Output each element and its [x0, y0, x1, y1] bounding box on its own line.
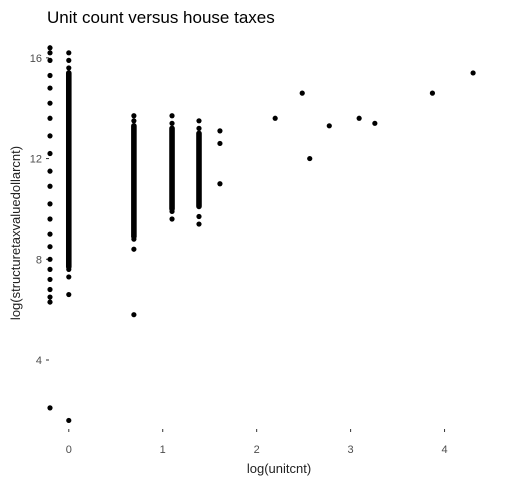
scatter-point	[169, 113, 175, 119]
scatter-point	[47, 294, 53, 300]
scatter-point	[217, 181, 223, 187]
scatter-point	[217, 140, 223, 147]
scatter-point	[47, 256, 53, 262]
y-tick-label: 8	[36, 254, 42, 266]
scatter-point	[196, 118, 202, 124]
scatter-point	[196, 213, 202, 220]
scatter-point	[47, 45, 53, 51]
y-axis: 4 8 12 16	[30, 53, 49, 367]
scatter-point	[47, 115, 53, 121]
scatter-point	[47, 133, 53, 139]
scatter-point	[66, 266, 72, 272]
scatter-point	[66, 57, 72, 63]
x-axis-label: log(unitcnt)	[247, 461, 311, 476]
scatter-point	[47, 405, 53, 411]
scatter-point	[47, 201, 53, 207]
scatter-point	[131, 246, 137, 252]
dense-point-columns	[65, 70, 202, 270]
scatter-point	[47, 85, 53, 91]
scatter-point	[131, 113, 137, 119]
x-tick-label: 3	[348, 444, 354, 456]
scatter-point	[66, 291, 72, 298]
scatter-point	[47, 266, 53, 272]
scatter-point	[196, 125, 202, 131]
scatter-point	[131, 312, 137, 318]
x-tick-label: 4	[441, 444, 447, 456]
scatter-point	[47, 100, 53, 106]
x-tick-label: 1	[160, 444, 166, 456]
scatter-point	[131, 236, 137, 242]
scatter-point	[47, 168, 53, 174]
scatter-point	[66, 65, 72, 71]
scatter-point	[47, 57, 53, 63]
scatter-point	[169, 120, 175, 126]
scatter-point	[429, 90, 436, 96]
scatter-point	[66, 417, 72, 424]
scatter-point	[47, 276, 53, 283]
scatter-point	[196, 221, 202, 227]
scatter-point	[372, 120, 378, 126]
scatter-point	[47, 150, 53, 157]
y-tick-label: 16	[30, 53, 42, 65]
scatter-point	[356, 115, 362, 121]
scatter-point	[131, 118, 137, 124]
x-tick-label: 0	[66, 444, 72, 456]
scatter-point	[326, 123, 332, 129]
scatter-point	[47, 72, 53, 79]
y-tick-label: 4	[36, 355, 42, 367]
scatter-point	[307, 155, 313, 162]
scatter-point	[47, 216, 53, 222]
scatter-point	[47, 50, 53, 56]
scatter-point	[217, 128, 223, 134]
scatter-points	[47, 45, 476, 424]
y-tick-label: 12	[30, 154, 42, 166]
scatter-point	[66, 274, 72, 280]
scatter-point	[169, 216, 175, 222]
scatter-point	[47, 183, 53, 189]
scatter-point	[299, 90, 305, 96]
y-axis-label: log(structuretaxvaluedollarcnt)	[8, 146, 23, 320]
scatter-point	[47, 299, 53, 305]
scatter-point	[47, 244, 53, 250]
x-tick-label: 2	[254, 444, 260, 456]
scatter-point	[470, 70, 476, 76]
x-axis: 0 1 2 3 4	[66, 429, 448, 456]
scatter-point	[66, 50, 72, 56]
scatter-point	[47, 286, 53, 293]
chart-title: Unit count versus house taxes	[47, 8, 275, 27]
scatter-point	[169, 208, 175, 215]
scatter-point	[272, 115, 278, 121]
scatter-point	[47, 231, 53, 237]
